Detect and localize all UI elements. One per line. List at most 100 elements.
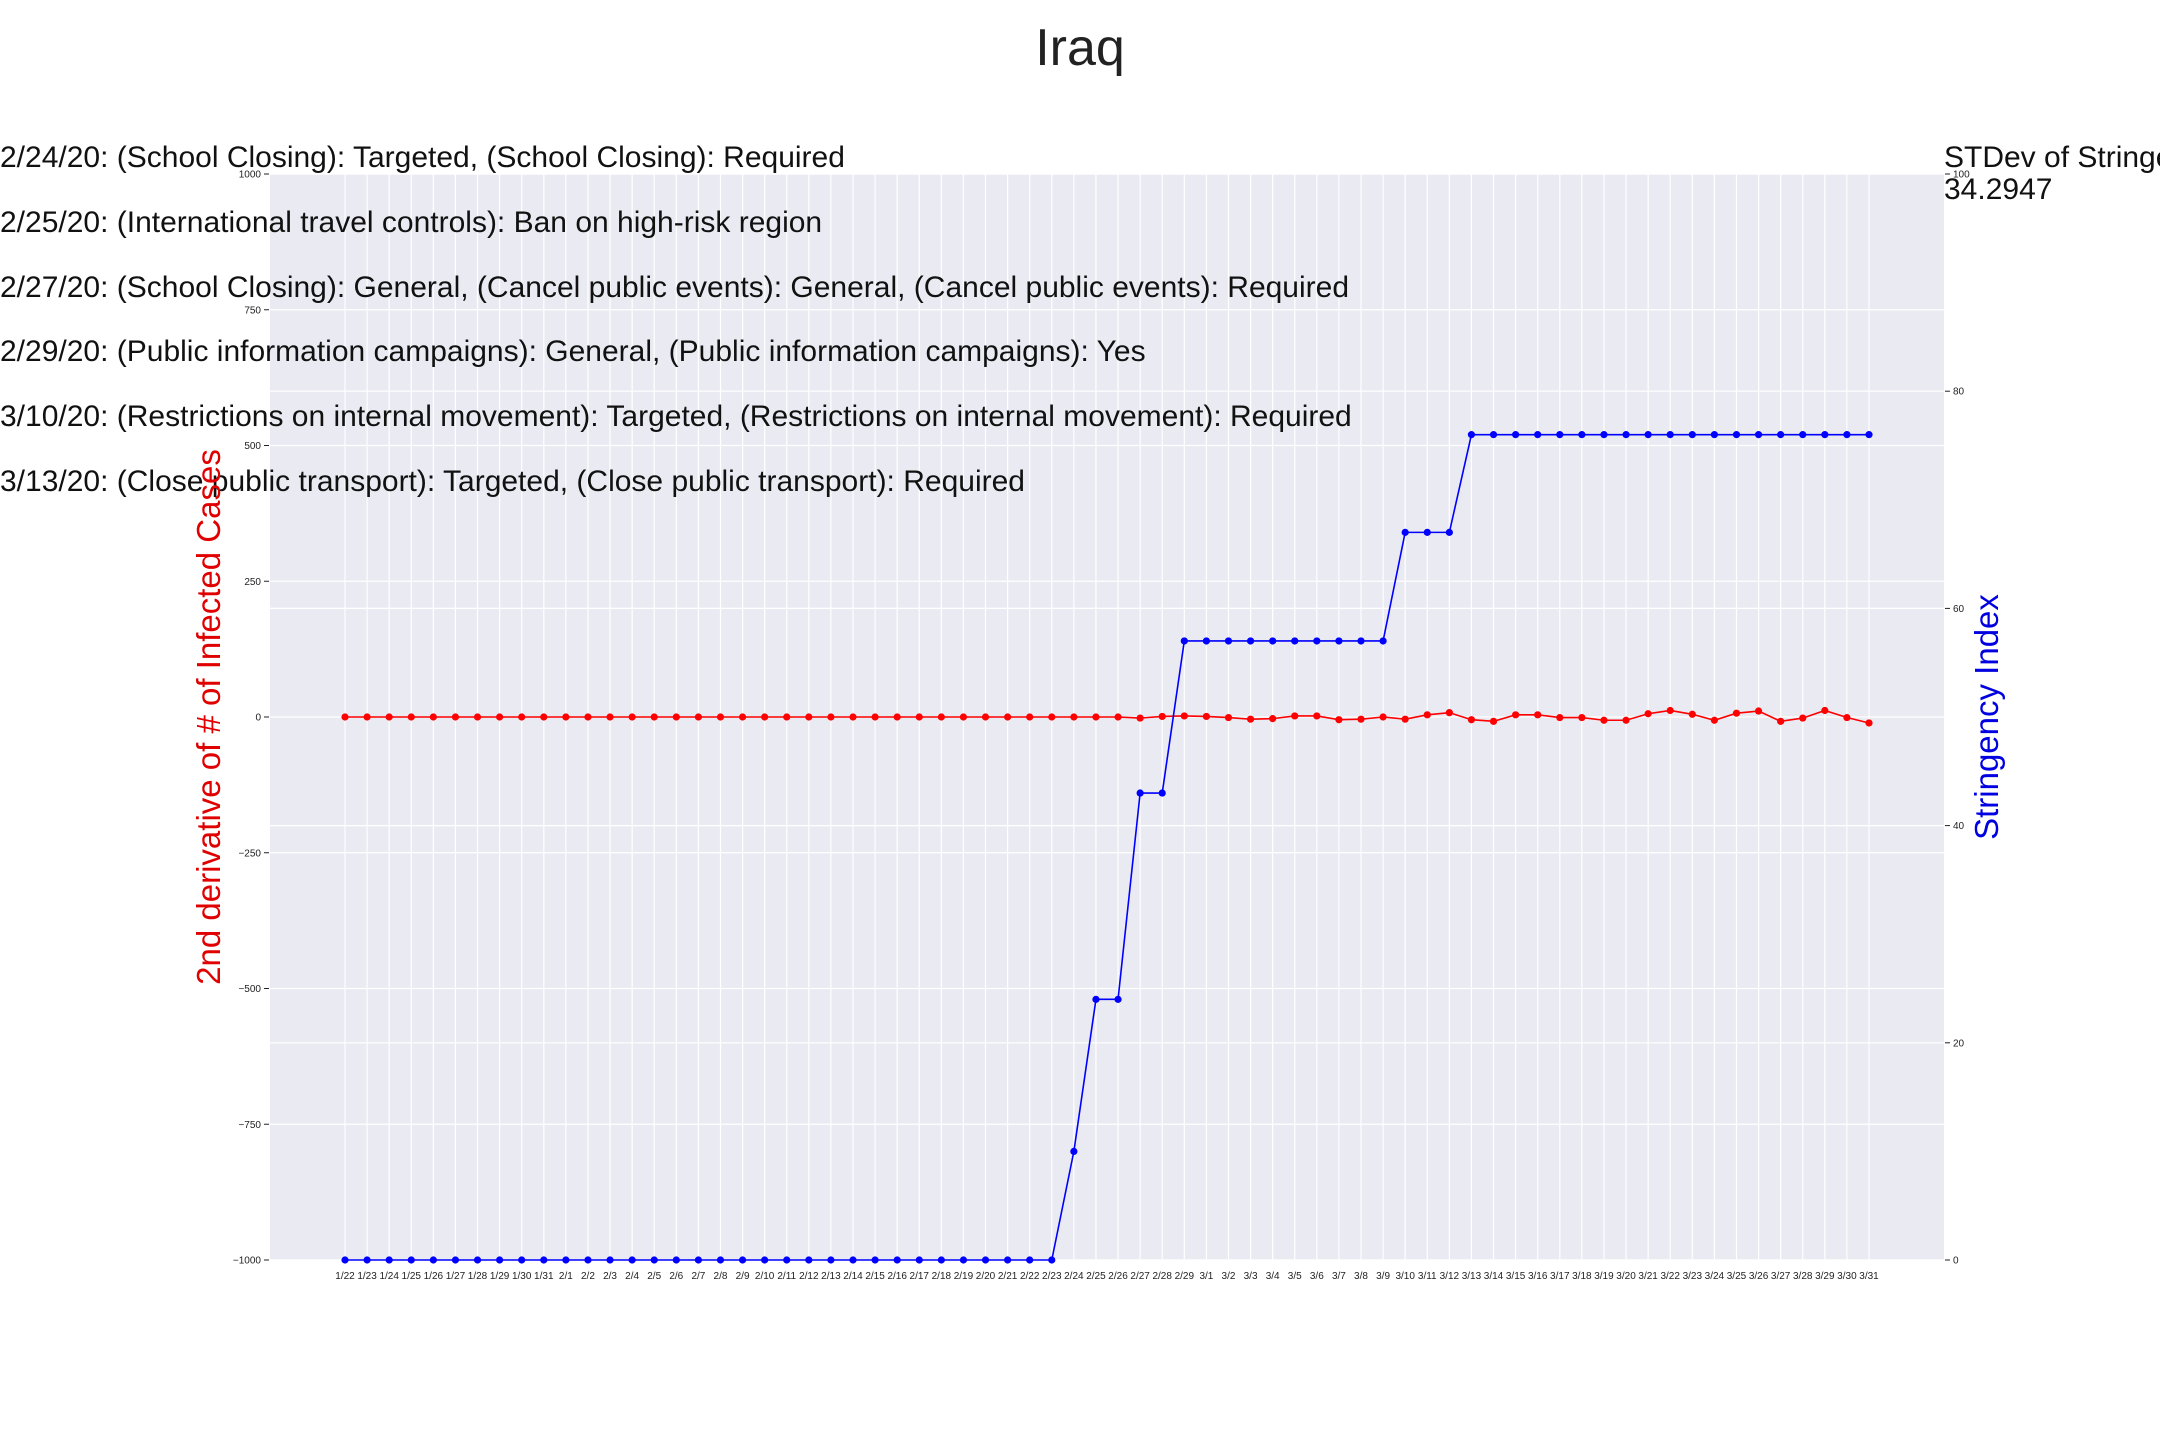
second-derivative-point [1379, 713, 1387, 721]
second-derivative-point [1070, 713, 1078, 721]
second-derivative-point [1644, 710, 1652, 718]
x-tick-label: 2/6 [669, 1271, 683, 1282]
stringency-point [1644, 431, 1652, 439]
second-derivative-point [1158, 712, 1166, 721]
stringency-point [1556, 431, 1564, 439]
left-tick-label: 250 [244, 577, 261, 588]
x-tick-label: 3/1 [1199, 1271, 1213, 1282]
x-tick-label: 2/13 [821, 1271, 841, 1282]
second-derivative-point [1048, 713, 1056, 721]
left-tick-label: −1000 [233, 1256, 262, 1267]
stringency-point [1467, 431, 1476, 439]
x-tick-label: 3/25 [1727, 1271, 1747, 1282]
second-derivative-point [1246, 715, 1255, 723]
second-derivative-point [937, 713, 945, 721]
stringency-point [473, 1256, 482, 1264]
stringency-point [1843, 431, 1851, 439]
stringency-point [1202, 637, 1210, 645]
stringency-point [1777, 431, 1785, 439]
second-derivative-point [1489, 717, 1498, 725]
second-derivative-point [1777, 717, 1785, 725]
stringency-point [783, 1256, 791, 1264]
second-derivative-point [1865, 719, 1873, 727]
x-tick-label: 1/31 [534, 1271, 554, 1282]
stringency-point [1401, 528, 1409, 536]
stringency-point [1379, 637, 1387, 645]
x-tick-label: 3/15 [1506, 1271, 1526, 1282]
stringency-point [1512, 431, 1520, 439]
stringency-point [451, 1256, 460, 1264]
x-tick-label: 3/11 [1418, 1271, 1437, 1282]
stringency-point [1666, 431, 1674, 439]
second-derivative-point [385, 713, 393, 721]
x-tick-label: 1/24 [379, 1271, 399, 1282]
x-tick-label: 3/2 [1222, 1271, 1236, 1282]
second-derivative-point [1600, 716, 1608, 724]
second-derivative-point [716, 713, 725, 721]
x-tick-label: 2/8 [714, 1271, 728, 1282]
x-tick-label: 2/21 [998, 1271, 1018, 1282]
left-tick-label: −750 [238, 1120, 261, 1131]
second-derivative-point [1092, 713, 1100, 721]
stringency-point [1423, 528, 1431, 536]
stringency-point [341, 1256, 349, 1264]
stringency-point [363, 1256, 371, 1264]
annotation: 3/10/20: (Restrictions on internal movem… [0, 400, 1352, 433]
left-tick-label: −500 [238, 984, 261, 995]
stringency-point [937, 1256, 945, 1264]
x-tick-label: 3/20 [1616, 1271, 1636, 1282]
stringency-point [1445, 528, 1453, 536]
x-tick-label: 3/30 [1837, 1271, 1857, 1282]
right-tick-label: 80 [1953, 387, 1965, 398]
right-tick-label: 20 [1953, 1038, 1965, 1049]
stringency-point [1026, 1256, 1034, 1264]
second-derivative-point [1026, 713, 1034, 721]
second-derivative-point [959, 713, 968, 721]
stringency-point [1534, 431, 1542, 439]
second-derivative-point [363, 713, 371, 721]
second-derivative-point [584, 713, 592, 721]
left-tick-label: 750 [244, 305, 261, 316]
second-derivative-point [1269, 715, 1277, 723]
second-derivative-point [783, 713, 791, 721]
stringency-point [1799, 431, 1807, 439]
x-tick-label: 2/23 [1042, 1271, 1062, 1282]
second-derivative-point [496, 713, 504, 721]
x-tick-label: 2/19 [954, 1271, 974, 1282]
annotation: 2/29/20: (Public information campaigns):… [0, 335, 1146, 368]
stringency-point [1710, 431, 1718, 439]
annotation: 3/13/20: (Close public transport): Targe… [0, 465, 1025, 498]
second-derivative-point [628, 713, 636, 721]
x-tick-label: 1/29 [490, 1271, 510, 1282]
stringency-point [1754, 431, 1763, 439]
second-derivative-point [1622, 716, 1630, 724]
second-derivative-point [1556, 713, 1564, 722]
stringency-point [1622, 431, 1630, 439]
x-tick-label: 2/5 [647, 1271, 661, 1282]
stringency-point [518, 1256, 526, 1264]
x-tick-label: 3/31 [1859, 1271, 1879, 1282]
stringency-point [1578, 431, 1586, 439]
second-derivative-point [429, 713, 437, 721]
x-tick-label: 3/26 [1749, 1271, 1769, 1282]
x-tick-label: 1/26 [424, 1271, 444, 1282]
stringency-point [1732, 431, 1741, 439]
stdev-value: 34.2947 [1944, 173, 2052, 206]
x-tick-label: 2/10 [755, 1271, 775, 1282]
x-tick-label: 3/10 [1395, 1271, 1415, 1282]
second-derivative-point [1202, 712, 1210, 721]
x-tick-label: 3/27 [1771, 1271, 1791, 1282]
left-tick-label: 500 [244, 441, 261, 452]
x-tick-label: 3/14 [1484, 1271, 1504, 1282]
stringency-point [1489, 431, 1498, 439]
second-derivative-point [915, 713, 923, 721]
stringency-point [716, 1256, 725, 1264]
annotation: 2/24/20: (School Closing): Targeted, (Sc… [0, 141, 845, 174]
x-tick-label: 2/2 [581, 1271, 595, 1282]
stringency-point [496, 1256, 504, 1264]
x-tick-label: 2/7 [691, 1271, 705, 1282]
stringency-point [1357, 637, 1365, 645]
second-derivative-point [893, 713, 901, 721]
second-derivative-point [1534, 711, 1542, 719]
